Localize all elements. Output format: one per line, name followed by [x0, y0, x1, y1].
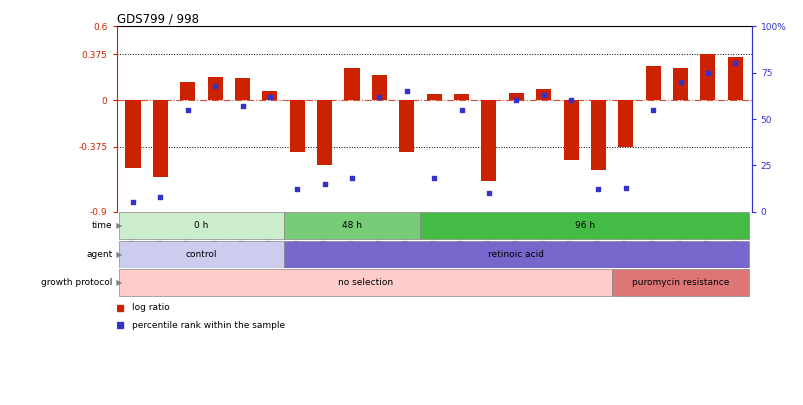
Bar — [454, 94, 468, 100]
Point — [400, 88, 413, 94]
Bar — [262, 91, 277, 100]
Text: puromycin resistance: puromycin resistance — [631, 278, 728, 287]
Text: 96 h: 96 h — [574, 222, 594, 230]
Text: log ratio: log ratio — [132, 303, 170, 312]
Bar — [590, 100, 605, 170]
Point — [373, 94, 385, 100]
Bar — [611, 269, 748, 296]
Point — [263, 94, 276, 100]
Text: agent: agent — [86, 250, 112, 259]
Point — [236, 103, 249, 109]
Bar — [399, 100, 414, 152]
Point — [345, 175, 358, 181]
Text: time: time — [92, 222, 112, 230]
Bar — [180, 82, 195, 100]
Bar — [316, 100, 332, 165]
Point — [646, 107, 658, 113]
Bar — [119, 241, 283, 268]
Bar — [727, 57, 742, 100]
Point — [509, 97, 522, 104]
Point — [564, 97, 577, 104]
Bar — [481, 100, 495, 181]
Text: retinoic acid: retinoic acid — [487, 250, 544, 259]
Bar — [372, 75, 386, 100]
Bar — [563, 100, 578, 160]
Bar — [153, 100, 168, 177]
Text: control: control — [185, 250, 217, 259]
Text: 0 h: 0 h — [194, 222, 209, 230]
Bar — [344, 68, 359, 100]
Point — [618, 184, 631, 191]
Bar — [289, 100, 304, 152]
Point — [482, 190, 495, 196]
Text: GDS799 / 998: GDS799 / 998 — [116, 12, 198, 25]
Point — [591, 186, 604, 193]
Point — [153, 194, 166, 200]
Bar — [508, 93, 524, 100]
Bar — [699, 53, 715, 100]
Point — [181, 107, 194, 113]
Text: no selection: no selection — [338, 278, 393, 287]
Point — [454, 107, 467, 113]
Text: ▶: ▶ — [114, 250, 122, 259]
Text: 48 h: 48 h — [341, 222, 361, 230]
Bar — [645, 66, 660, 100]
Bar — [119, 212, 283, 239]
Text: percentile rank within the sample: percentile rank within the sample — [132, 321, 285, 330]
Text: ▶: ▶ — [114, 278, 122, 287]
Bar — [536, 90, 551, 100]
Bar — [283, 212, 420, 239]
Point — [536, 92, 549, 98]
Point — [673, 79, 686, 85]
Point — [427, 175, 440, 181]
Bar — [426, 94, 441, 100]
Bar — [618, 100, 633, 147]
Bar — [234, 78, 250, 100]
Bar — [125, 100, 141, 168]
Bar — [283, 241, 748, 268]
Bar — [207, 77, 222, 100]
Text: growth protocol: growth protocol — [41, 278, 112, 287]
Bar — [119, 269, 611, 296]
Point — [209, 82, 222, 89]
Point — [291, 186, 304, 193]
Point — [318, 181, 331, 187]
Point — [126, 199, 139, 206]
Point — [728, 60, 741, 67]
Text: ▶: ▶ — [114, 222, 122, 230]
Bar — [420, 212, 748, 239]
Bar — [672, 68, 687, 100]
Point — [701, 69, 714, 76]
